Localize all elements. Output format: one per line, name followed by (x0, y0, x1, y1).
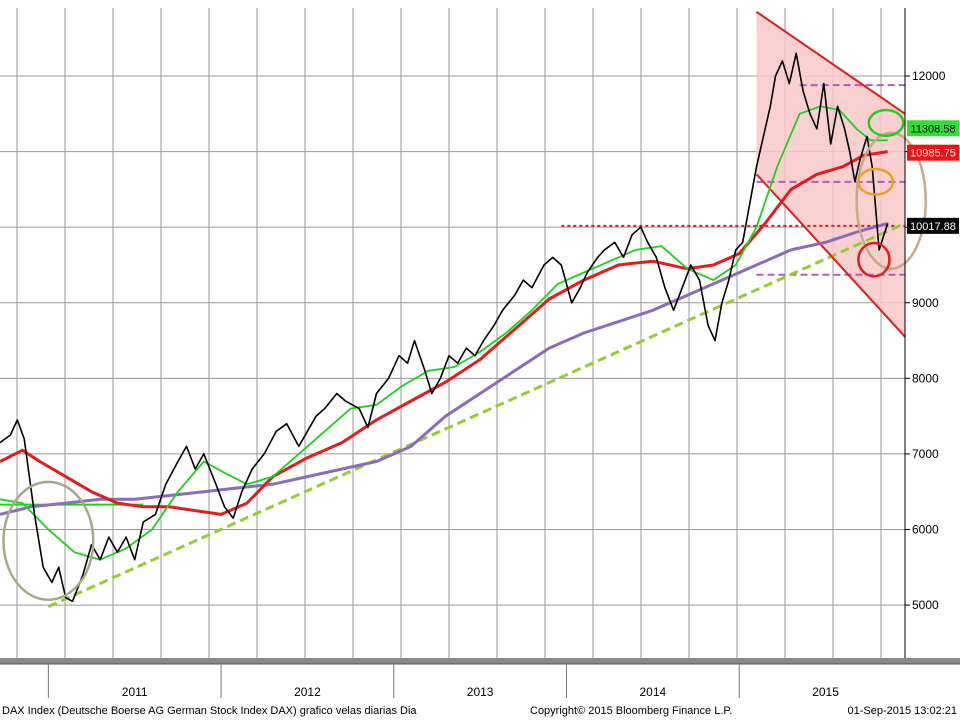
highlight-circle (867, 108, 905, 137)
highlight-circle (855, 131, 927, 271)
y-tick-label: 5000 (912, 598, 939, 612)
price-badge-label: 11308.58 (910, 123, 955, 135)
series-group (0, 52, 889, 603)
x-axis-band (0, 658, 960, 664)
price-badge-label: 10017.88 (910, 221, 956, 233)
y-tick-label: 7000 (912, 447, 939, 461)
grid-lines (0, 8, 905, 658)
x-tick-label: 2015 (812, 685, 839, 699)
x-tick-label: 2012 (294, 685, 321, 699)
annotation-circles (2, 108, 927, 602)
highlight-circle (2, 480, 95, 602)
x-tick-label: 2011 (122, 685, 148, 699)
highlight-circle (857, 241, 891, 278)
price-badge (907, 120, 959, 137)
highlight-circle (857, 167, 895, 196)
bearish-channel-fill (756, 11, 905, 337)
footer-center-label: Copyright© 2015 Bloomberg Finance L.P. (530, 705, 732, 717)
price-badges: 11308.58 10985.75 10017.88 (907, 120, 959, 234)
price-badge (907, 217, 959, 234)
footer-right-label: 01-Sep-2015 13:02:21 (848, 705, 957, 717)
support-trendline (47, 222, 906, 608)
y-tick-label: 12000 (912, 69, 946, 83)
x-tick-label: 2014 (639, 685, 666, 699)
moving-average-mid-line (0, 150, 888, 516)
moving-average-short-line (0, 105, 888, 561)
price-line (0, 52, 889, 603)
channel-fill (756, 11, 905, 337)
y-tick-label: 6000 (912, 523, 939, 537)
y-tick-label: 9000 (912, 296, 939, 310)
footer-left-label: DAX Index (Deutsche Boerse AG German Sto… (2, 705, 417, 717)
channel-upper-line (755, 10, 906, 115)
moving-average-long-line (0, 221, 889, 516)
y-tick-label: 8000 (912, 371, 939, 385)
x-tick-label: 2013 (467, 685, 494, 699)
price-badge-label: 10985.75 (910, 148, 956, 160)
price-badge (907, 144, 959, 161)
axes: 5000600070008000900010000110001200020112… (0, 8, 960, 699)
